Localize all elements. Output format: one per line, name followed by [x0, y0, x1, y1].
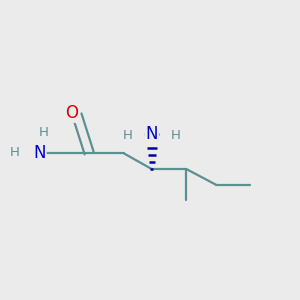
Text: N: N [146, 125, 158, 143]
Text: O: O [66, 103, 79, 122]
Text: N: N [33, 145, 45, 163]
Text: H: H [38, 126, 48, 139]
Text: H: H [9, 146, 19, 159]
Text: H: H [123, 129, 133, 142]
Text: H: H [170, 129, 180, 142]
